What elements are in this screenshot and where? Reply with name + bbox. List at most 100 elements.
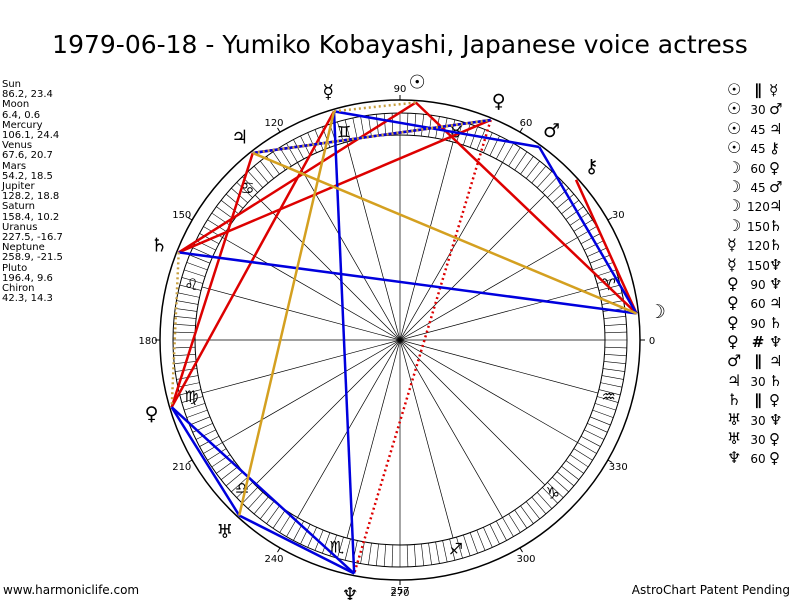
position-planet-coords: 54.2, 18.5	[2, 170, 53, 182]
degree-label: 210	[172, 462, 191, 473]
degree-tick	[307, 527, 317, 548]
sign-scorpio-icon: ♏	[330, 538, 344, 557]
degree-tick	[577, 226, 597, 238]
aspect-planet-2: ♄	[769, 236, 783, 255]
aspect-row: ♀ 60 ♃	[727, 293, 797, 312]
degree-tick	[600, 382, 623, 388]
degree-tick	[561, 465, 580, 480]
degree-tick	[211, 212, 231, 226]
degree-label: 0	[649, 336, 655, 347]
degree-tick	[175, 308, 198, 312]
degree-tick	[207, 448, 227, 461]
aspect-planet-1: ☉	[727, 138, 742, 158]
position-planet-coords: 6.4, 0.6	[2, 109, 41, 121]
degree-tick	[449, 538, 456, 561]
degree-tick	[225, 193, 244, 209]
aspects-list: ☉ ∥ ☿ ☉ 30 ♂ ☉ 45 ♃ ☉ 45 ⚷ ☽ 60 ♀ ☽ 45 ♂ ☽ 120♃ ☽ 150♄ ☿ 120♄ ☿ 1…	[727, 80, 797, 468]
degree-tick	[181, 277, 204, 284]
degree-tick	[195, 240, 216, 251]
degree-tick	[247, 171, 264, 188]
planet-jupiter-icon: ♃	[231, 126, 248, 148]
degree-tick	[520, 505, 534, 524]
aspect-planet-2: ♀	[769, 158, 780, 177]
degree-tick	[573, 448, 593, 461]
aspect-planet-2: ♃	[769, 197, 783, 216]
degree-label: 90	[394, 84, 407, 95]
aspect-row: ☽ 120♃	[727, 196, 797, 215]
aspect-row: ♀ 90 ♆	[727, 274, 797, 293]
degree-tick	[542, 176, 558, 193]
degree-tick	[352, 117, 358, 140]
degree-label: 300	[516, 554, 535, 565]
position-planet-name: Venus	[2, 140, 33, 152]
degree-tick	[220, 200, 239, 215]
position-planet-coords: 86.2, 23.4	[2, 89, 53, 101]
outer-degree-tick	[187, 217, 193, 221]
aspect-row: ☽ 60 ♀	[727, 158, 797, 177]
aspect-planet-2: ♃	[769, 294, 783, 313]
degree-tick	[307, 132, 317, 153]
position-planet-coords: 227.5, -16.7	[2, 232, 63, 244]
planet-mercury-icon: ☿	[322, 81, 334, 103]
chart-title: 1979-06-18 - Yumiko Kobayashi, Japanese …	[52, 30, 748, 59]
degree-tick	[514, 509, 528, 529]
degree-tick	[279, 147, 292, 167]
degree-tick	[236, 182, 253, 198]
aspect-planet-1: ☽	[727, 215, 742, 235]
degree-tick	[603, 361, 626, 365]
degree-tick	[483, 527, 493, 548]
aspect-line	[170, 406, 356, 575]
aspect-type: 90	[750, 316, 766, 331]
aspect-planet-1: ♀	[727, 273, 739, 293]
aspect-row: ☉ 45 ⚷	[727, 138, 797, 157]
degree-tick	[272, 509, 286, 529]
aspect-type: 45	[750, 122, 766, 137]
degree-tick	[604, 354, 627, 357]
aspect-type: 150	[747, 258, 770, 273]
degree-tick	[469, 126, 478, 148]
aspect-planet-1: ♆	[727, 448, 742, 468]
aspect-type: 30	[750, 433, 766, 448]
degree-tick	[368, 542, 372, 565]
degree-tick	[391, 544, 394, 567]
degree-tick	[584, 240, 605, 251]
degree-tick	[184, 269, 206, 277]
aspect-type: 60	[750, 297, 766, 312]
outer-degree-tick	[187, 459, 193, 463]
aspect-planet-1: ♀	[727, 332, 739, 352]
degree-tick	[293, 139, 305, 160]
aspect-type: ∥	[754, 352, 762, 371]
position-planet-name: Neptune	[2, 242, 45, 254]
degree-tick	[176, 300, 199, 305]
aspect-line	[414, 101, 638, 315]
aspect-planet-2: ♆	[769, 410, 783, 429]
aspect-line	[352, 119, 492, 574]
degree-tick	[344, 119, 351, 142]
degree-label: 240	[264, 554, 283, 565]
degree-tick	[502, 517, 514, 537]
outer-degree-tick	[607, 217, 613, 221]
degree-tick	[573, 219, 593, 232]
degree-tick	[300, 524, 311, 545]
aspect-planet-2: ♄	[769, 313, 783, 332]
aspect-line	[238, 514, 355, 575]
aspect-planet-1: ☽	[727, 157, 742, 177]
degree-tick	[603, 315, 626, 319]
degree-tick	[177, 292, 200, 298]
aspect-row: ♀ # ♆	[727, 332, 797, 351]
degree-tick	[383, 113, 386, 136]
aspect-row: ☉ 30 ♂	[727, 99, 797, 118]
sign-sagittarius-icon: ♐	[449, 540, 463, 559]
aspect-row: ♆ 60 ♀	[727, 448, 797, 467]
position-planet-coords: 42.3, 14.3	[2, 293, 53, 305]
degree-tick	[368, 115, 372, 138]
position-planet-name: Mars	[2, 160, 27, 172]
degree-tick	[596, 396, 619, 403]
aspect-line	[170, 252, 180, 408]
aspect-planet-1: ♃	[727, 370, 742, 390]
aspect-row: ♄ ∥ ♀	[727, 390, 797, 409]
degree-tick	[337, 536, 344, 559]
aspect-planet-2: ♀	[769, 391, 780, 410]
website-link[interactable]: www.harmoniclife.com	[3, 583, 140, 597]
